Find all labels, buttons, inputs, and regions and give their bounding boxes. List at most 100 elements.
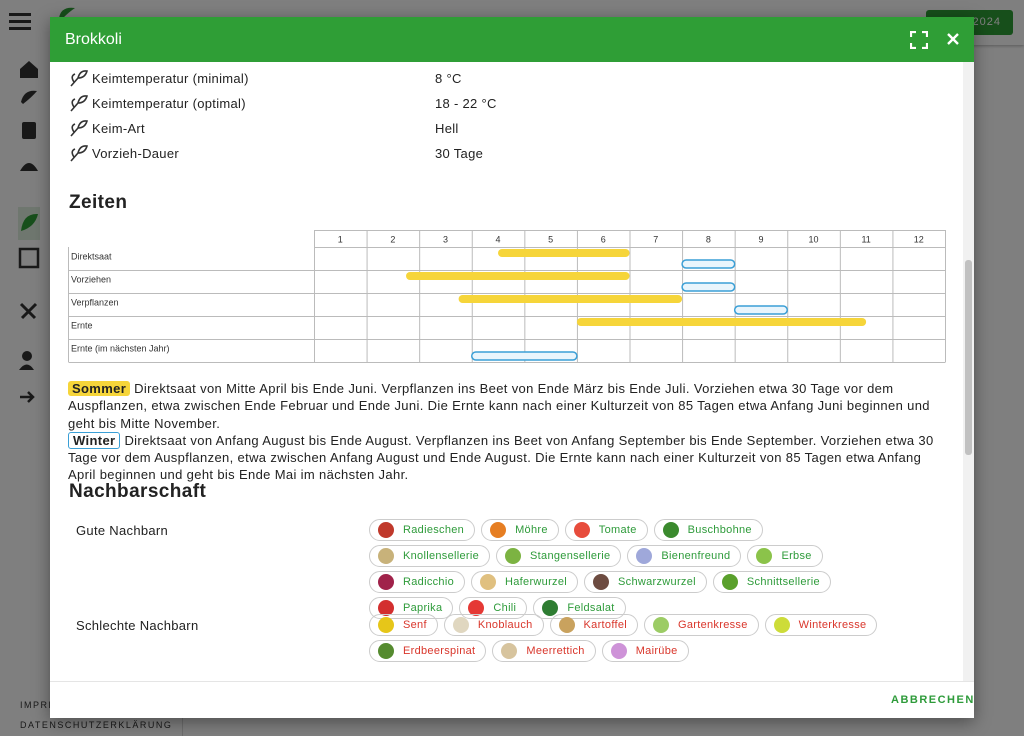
plant-icon — [593, 574, 610, 590]
close-button[interactable] — [946, 32, 960, 46]
plant-name: Meerrettich — [526, 645, 585, 657]
plant-name: Radicchio — [403, 576, 455, 588]
plant-chip[interactable]: Buschbohne — [653, 519, 763, 541]
scroll-thumb[interactable] — [965, 260, 972, 455]
property-value: 18 - 22 °C — [435, 96, 497, 111]
plant-name: Haferwurzel — [505, 576, 568, 588]
property-value: 8 °C — [435, 71, 462, 86]
cancel-button[interactable]: ABBRECHEN — [891, 694, 975, 706]
plant-name: Bienenfreund — [661, 550, 731, 562]
plant-chip[interactable]: Chili — [459, 597, 528, 619]
fullscreen-button[interactable] — [910, 31, 928, 49]
property-label: Keimtemperatur (optimal) — [92, 96, 246, 111]
plant-icon — [773, 617, 790, 633]
group-label: Schlechte Nachbarn — [76, 618, 199, 633]
plant-chip[interactable]: Feldsalat — [533, 597, 626, 619]
plant-chip[interactable]: Radieschen — [369, 519, 476, 541]
section-heading: Zeiten — [69, 192, 128, 213]
property-label: Vorzieh-Dauer — [92, 146, 179, 161]
month-label: 2 — [390, 234, 395, 244]
property-label: Keim-Art — [92, 121, 145, 136]
month-label: 9 — [758, 234, 763, 244]
property-value: Hell — [435, 121, 459, 136]
plant-chip[interactable]: Stangensellerie — [496, 545, 622, 567]
plant-chip[interactable]: Schwarzwurzel — [584, 571, 707, 593]
plant-icon — [756, 548, 773, 564]
plant-chip[interactable]: Haferwurzel — [471, 571, 579, 593]
plant-chip[interactable]: Senf — [369, 614, 438, 636]
plant-name: Knoblauch — [477, 619, 533, 631]
plant-chip[interactable]: Erbse — [747, 545, 823, 567]
plant-icon — [378, 643, 394, 659]
scrollbar[interactable] — [963, 62, 974, 681]
plant-icon — [480, 574, 497, 590]
plant-name: Feldsalat — [567, 602, 615, 614]
plant-chip[interactable]: Radicchio — [369, 571, 466, 593]
season-tag: Sommer — [68, 381, 131, 396]
icon-shape — [70, 145, 88, 162]
plant-name: Paprika — [403, 602, 443, 614]
plant-name: Mairübe — [635, 645, 678, 657]
row-label: Direktsaat — [71, 251, 112, 261]
plant-icon — [501, 643, 518, 659]
plant-icon — [721, 574, 738, 590]
section-heading: Nachbarschaft — [69, 481, 207, 502]
plant-chip[interactable]: Kartoffel — [549, 614, 638, 636]
dialog-header: Brokkoli — [50, 17, 974, 62]
plant-icon — [490, 522, 507, 538]
period-bar — [576, 318, 867, 326]
plant-icon — [662, 522, 679, 538]
plant-icon — [378, 574, 394, 590]
property-icon — [70, 145, 88, 162]
plant-name: Schnittsellerie — [746, 576, 820, 588]
plant-icon — [505, 548, 522, 564]
season-text: Direktsaat von Mitte April bis Ende Juni… — [68, 381, 930, 431]
chip-list: Radieschen Möhre Tomate Buschbohne Knollense… — [369, 519, 889, 619]
plant-icon — [378, 522, 394, 538]
plant-name: Winterkresse — [798, 619, 867, 631]
period-bar — [406, 272, 630, 280]
row-label: Vorziehen — [71, 274, 111, 284]
period-bar — [498, 249, 630, 257]
plant-icon — [378, 617, 394, 633]
month-label: 1 — [338, 234, 343, 244]
plant-chip[interactable]: Meerrettich — [492, 640, 596, 662]
plant-chip[interactable]: Tomate — [564, 519, 648, 541]
plant-name: Tomate — [598, 524, 637, 536]
month-label: 4 — [496, 234, 501, 244]
plant-icon — [452, 617, 469, 633]
plant-chip[interactable]: Erdbeerspinat — [369, 640, 487, 662]
property-label: Keimtemperatur (minimal) — [92, 71, 249, 86]
plant-chip[interactable]: Winterkresse — [764, 614, 878, 636]
timeline-table: 1 2 3 4 5 6 7 8 9 10 11 12DirektsaatVorziehenVerpfl… — [68, 230, 946, 363]
plant-chip[interactable]: Möhre — [481, 519, 559, 541]
plant-chip[interactable]: Mairübe — [601, 640, 689, 662]
plant-name: Senf — [403, 619, 427, 631]
property-icon — [70, 95, 88, 112]
plant-icon — [378, 548, 394, 564]
plant-name: Schwarzwurzel — [618, 576, 696, 588]
plant-name: Gartenkresse — [678, 619, 748, 631]
period-bar — [733, 305, 789, 315]
dialog: Brokkoli Keimtemperatur (minimal) 8 °C Kei… — [50, 17, 974, 718]
icon-shape — [70, 70, 88, 87]
plant-chip[interactable]: Paprika — [369, 597, 454, 619]
plant-icon — [610, 643, 627, 659]
property-icon — [70, 120, 88, 137]
month-label: 12 — [914, 234, 924, 244]
month-label: 10 — [809, 234, 819, 244]
plant-chip[interactable]: Knollensellerie — [369, 545, 491, 567]
period-bar — [471, 351, 578, 361]
plant-name: Buschbohne — [687, 524, 752, 536]
plant-chip[interactable]: Knoblauch — [443, 614, 544, 636]
month-label: 3 — [443, 234, 448, 244]
plant-chip[interactable]: Bienenfreund — [627, 545, 742, 567]
season-tag: Winter — [68, 431, 121, 449]
plant-chip[interactable]: Schnittsellerie — [712, 571, 831, 593]
icon-shape — [70, 120, 88, 137]
plant-chip[interactable]: Gartenkresse — [644, 614, 759, 636]
dialog-content: Keimtemperatur (minimal) 8 °C Keimtemperat… — [50, 62, 963, 681]
group-label: Gute Nachbarn — [76, 523, 169, 538]
plant-name: Kartoffel — [583, 619, 627, 631]
plant-name: Erbse — [781, 550, 812, 562]
